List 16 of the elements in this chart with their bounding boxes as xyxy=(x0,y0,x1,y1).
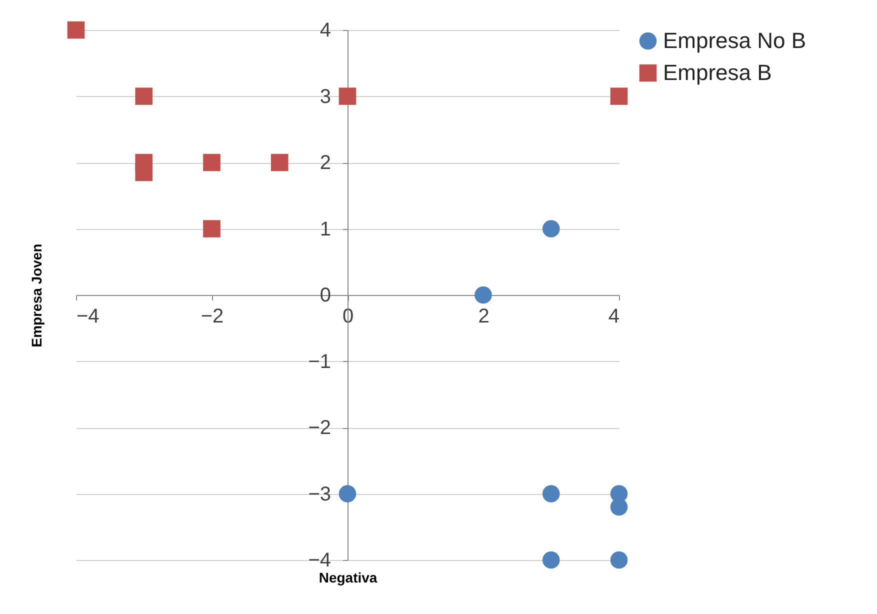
x-tick-label: −2 xyxy=(200,306,224,328)
legend-label: Empresa B xyxy=(663,60,772,85)
x-axis-title: Negativa xyxy=(318,570,378,586)
legend-label: Empresa No B xyxy=(663,28,806,53)
y-tick-label: −1 xyxy=(308,350,331,373)
y-tick-label: −3 xyxy=(308,483,331,506)
y-tick-label: 3 xyxy=(320,86,331,108)
y-tick-label: 2 xyxy=(320,152,331,174)
y-tick-label: −2 xyxy=(308,417,331,439)
y-axis-title: Empresa Joven xyxy=(28,244,45,348)
y-tick-label: 4 xyxy=(320,20,331,42)
x-tick-label: −4 xyxy=(76,306,100,328)
x-tick-label: 2 xyxy=(478,306,490,328)
x-tick-label: 4 xyxy=(608,306,620,328)
y-tick-label: −4 xyxy=(308,550,331,572)
y-tick-label: 1 xyxy=(320,218,331,240)
